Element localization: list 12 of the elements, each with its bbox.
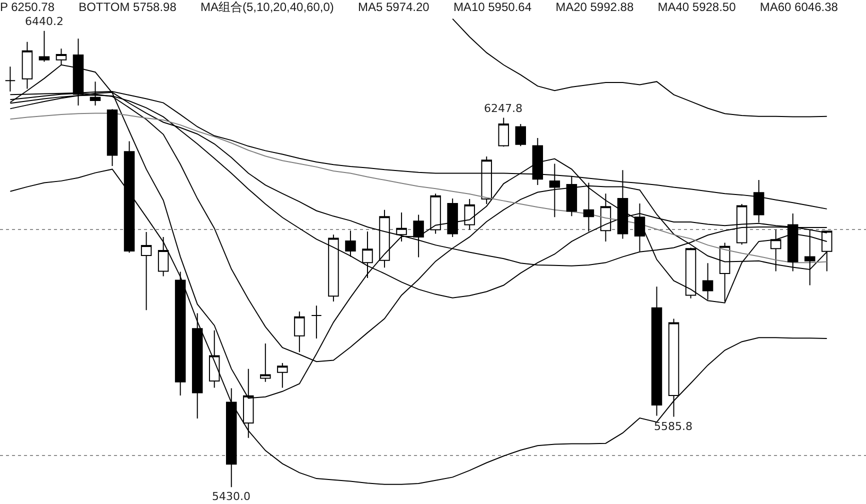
annotation: 5430.0 [212, 490, 250, 503]
annotation: 6440.2 [25, 15, 64, 28]
text: MA60 6046.38 [760, 0, 838, 15]
text: MA10 5950.64 [453, 0, 532, 15]
text: MA5 5974.20 [358, 0, 430, 15]
text: BOTTOM 5758.98 [78, 0, 176, 15]
text: P 6250.78 [0, 0, 54, 15]
annotation: 5585.8 [654, 420, 692, 433]
text: MA40 5928.50 [658, 0, 736, 15]
text: MA组合(5,10,20,40,60,0) [200, 0, 334, 15]
text: MA20 5992.88 [556, 0, 634, 15]
annotation: 6247.8 [484, 102, 522, 115]
